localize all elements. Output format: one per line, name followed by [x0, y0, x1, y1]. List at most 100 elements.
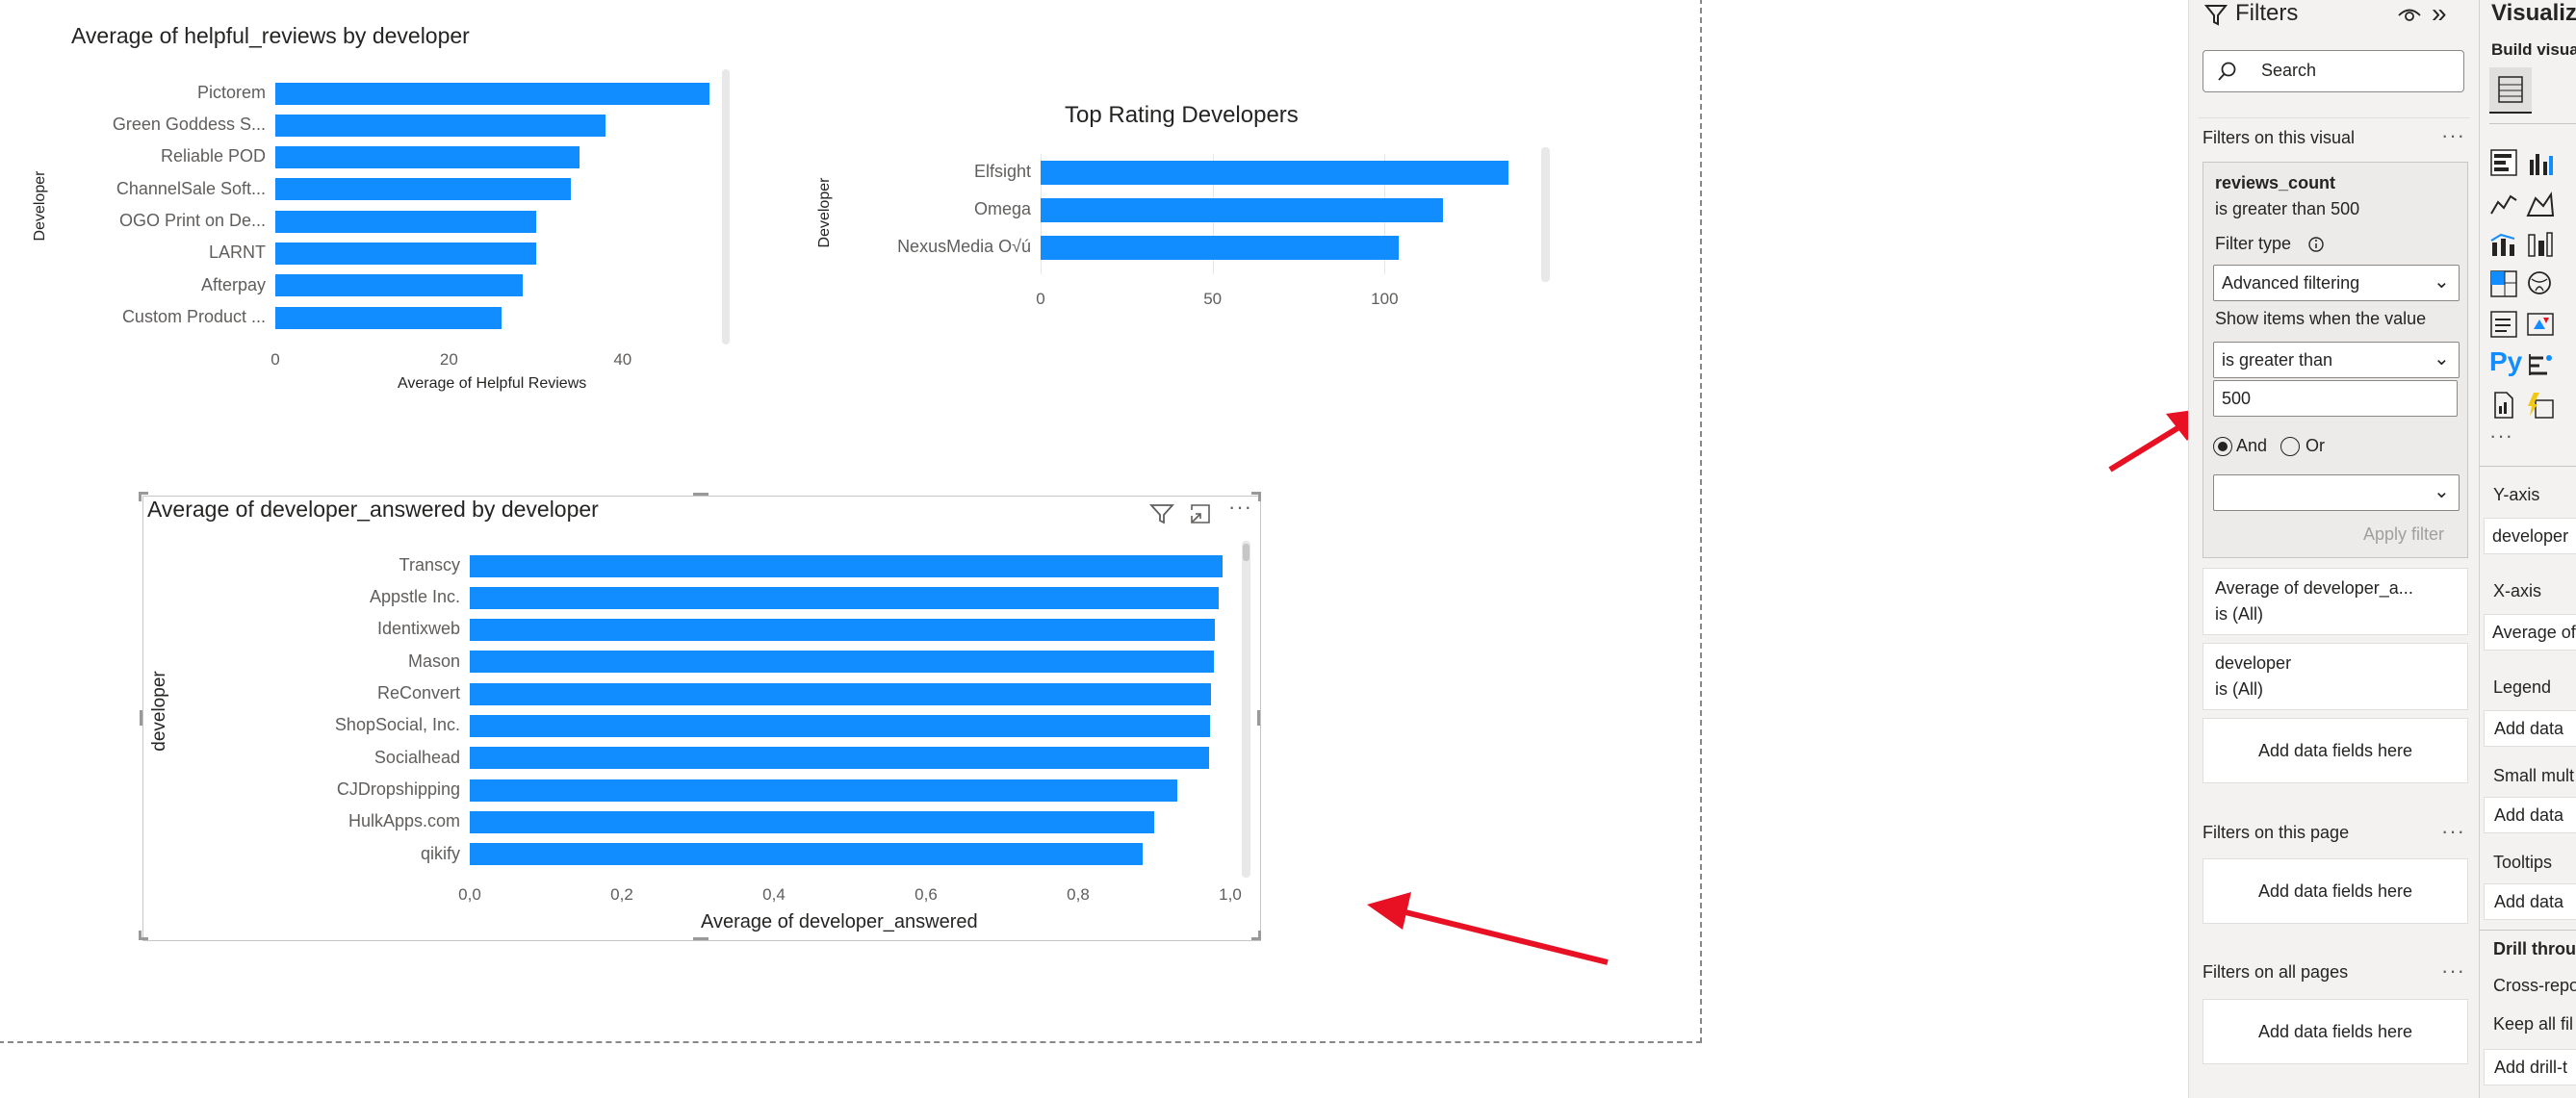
section-title: Filters on this visual: [2202, 128, 2356, 147]
filter-icon[interactable]: [1149, 502, 1174, 525]
filter-field-name: reviews_count: [2215, 173, 2336, 192]
more-visuals-icon[interactable]: ···: [2489, 423, 2513, 447]
more-options-icon[interactable]: ···: [2441, 123, 2465, 147]
category-label: Elfsight: [973, 161, 1031, 181]
y-axis-field[interactable]: developer: [2484, 518, 2576, 554]
filter-card-developer[interactable]: developer is (All): [2202, 643, 2468, 710]
search-input[interactable]: Search: [2202, 50, 2464, 92]
y-axis-title: Developer: [816, 177, 833, 248]
bar[interactable]: [275, 210, 536, 233]
stacked-bar-chart-icon[interactable]: [2489, 148, 2518, 177]
x-axis-well-label: X-axis: [2493, 581, 2542, 600]
add-data-fields-visual[interactable]: Add data fields here: [2202, 718, 2468, 783]
filter-field-name: developer: [2215, 653, 2292, 673]
bar[interactable]: [275, 274, 524, 297]
bar[interactable]: [470, 747, 1209, 770]
area-chart-icon[interactable]: [2526, 189, 2555, 217]
filter-type-dropdown[interactable]: Advanced filtering ⌄: [2213, 265, 2460, 301]
treemap-icon[interactable]: [2489, 269, 2518, 298]
category-label: Identixweb: [376, 619, 460, 639]
collapse-pane-icon[interactable]: »: [2432, 0, 2447, 28]
bar[interactable]: [470, 779, 1177, 802]
multi-row-card-icon[interactable]: [2489, 310, 2518, 339]
apply-filter-button[interactable]: Apply filter: [2363, 524, 2445, 544]
bar[interactable]: [1041, 160, 1508, 185]
filter-summary: is (All): [2215, 679, 2263, 699]
bar[interactable]: [470, 682, 1212, 705]
more-options-icon[interactable]: ···: [1228, 495, 1252, 519]
x-axis-field[interactable]: Average of: [2484, 614, 2576, 651]
eye-icon[interactable]: [2397, 4, 2422, 25]
bar[interactable]: [470, 810, 1154, 833]
scrollbar[interactable]: [1541, 147, 1550, 282]
tooltips-label: Tooltips: [2493, 853, 2553, 872]
bar[interactable]: [1041, 235, 1399, 260]
scrollbar-thumb[interactable]: [1243, 544, 1249, 561]
build-visual-tab[interactable]: [2489, 67, 2532, 114]
category-label: Transcy: [399, 554, 460, 575]
info-icon[interactable]: [2307, 236, 2325, 253]
report-canvas-border: [0, 0, 1702, 1043]
filter-summary: is greater than 500: [2215, 199, 2360, 218]
bar[interactable]: [470, 715, 1210, 737]
bar[interactable]: [275, 306, 502, 329]
more-options-icon[interactable]: ···: [2441, 958, 2465, 983]
bar[interactable]: [275, 146, 580, 169]
bar[interactable]: [470, 586, 1220, 609]
category-label: OGO Print on De...: [118, 211, 266, 231]
bar[interactable]: [470, 554, 1224, 577]
tooltips-add-data[interactable]: Add data: [2484, 883, 2576, 920]
category-label: ShopSocial, Inc.: [334, 715, 460, 735]
paginated-report-icon[interactable]: [2489, 391, 2518, 420]
small-multiples-add-data[interactable]: Add data: [2484, 797, 2576, 833]
chevron-down-icon: ⌄: [2434, 481, 2450, 502]
or-radio[interactable]: [2280, 437, 2300, 456]
power-automate-icon[interactable]: [2526, 391, 2555, 420]
bar[interactable]: [470, 619, 1216, 642]
table-icon: [2498, 76, 2523, 103]
bar[interactable]: [275, 114, 605, 137]
ribbon-chart-icon[interactable]: [2526, 229, 2555, 258]
kpi-icon[interactable]: [2526, 310, 2555, 339]
line-chart-icon[interactable]: [2489, 189, 2518, 217]
x-tick-label: 0,4: [762, 885, 786, 904]
legend-well-label: Legend: [2493, 677, 2552, 697]
focus-mode-icon[interactable]: [1189, 502, 1212, 525]
legend-add-data[interactable]: Add data: [2484, 710, 2576, 747]
arrow-line: [2108, 425, 2179, 472]
clustered-column-chart-icon[interactable]: [2526, 148, 2555, 177]
and-radio[interactable]: [2213, 437, 2232, 456]
bar[interactable]: [275, 178, 571, 201]
and-label: And: [2236, 436, 2268, 455]
python-visual-icon[interactable]: Py: [2489, 346, 2523, 376]
scrollbar[interactable]: [1242, 541, 1250, 878]
add-data-fields-page[interactable]: Add data fields here: [2202, 858, 2468, 924]
second-condition-dropdown[interactable]: ⌄: [2213, 474, 2460, 511]
line-column-chart-icon[interactable]: [2489, 229, 2518, 258]
x-tick-label: 0,0: [458, 885, 481, 904]
x-tick-label: 0,2: [610, 885, 633, 904]
more-options-icon[interactable]: ···: [2441, 819, 2465, 843]
globe-map-icon[interactable]: [2526, 269, 2555, 298]
x-tick-label: 100: [1371, 290, 1399, 308]
key-influencers-icon[interactable]: [2526, 350, 2555, 379]
bar[interactable]: [275, 82, 709, 105]
category-label: Green Goddess S...: [112, 115, 266, 135]
add-drill-through-field[interactable]: Add drill-t: [2484, 1049, 2576, 1085]
condition-dropdown[interactable]: is greater than ⌄: [2213, 342, 2460, 378]
bar[interactable]: [275, 243, 536, 265]
filter-card-developer-answered[interactable]: Average of developer_a... is (All): [2202, 568, 2468, 635]
bar[interactable]: [470, 651, 1214, 674]
category-label: Omega: [973, 198, 1031, 218]
x-tick-label: 0,8: [1067, 885, 1090, 904]
search-placeholder: Search: [2261, 61, 2317, 80]
x-tick-label: 1,0: [1219, 885, 1242, 904]
add-data-fields-all-pages[interactable]: Add data fields here: [2202, 999, 2468, 1064]
chevron-down-icon: ⌄: [2434, 271, 2450, 293]
bar[interactable]: [470, 843, 1144, 866]
scrollbar[interactable]: [722, 69, 730, 345]
bar[interactable]: [1041, 197, 1444, 222]
pane-title: Visualiza: [2491, 0, 2576, 26]
value-input[interactable]: 500: [2213, 380, 2458, 417]
filter-card-reviews-count[interactable]: reviews_count is greater than 500 Filter…: [2202, 162, 2468, 558]
